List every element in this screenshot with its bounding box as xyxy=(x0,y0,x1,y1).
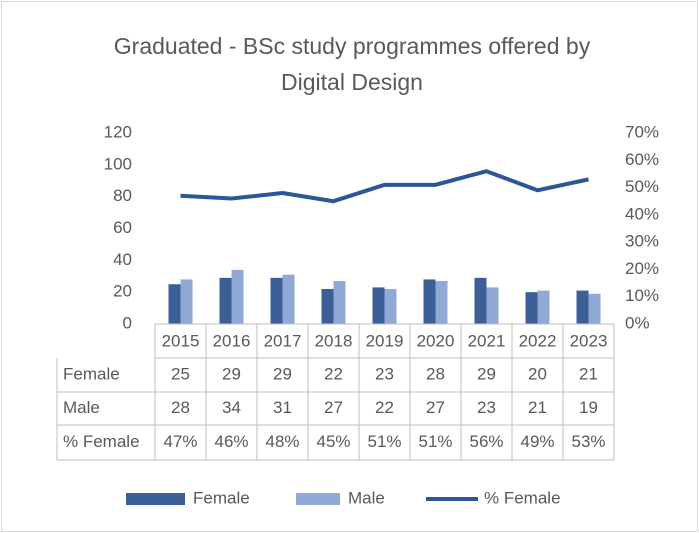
x-tick-label: 2021 xyxy=(468,331,506,350)
table-cell: 51% xyxy=(418,432,452,451)
legend-label: Male xyxy=(348,488,385,507)
table-cell: 21 xyxy=(579,364,598,383)
bar xyxy=(384,288,397,324)
table-cell: 31 xyxy=(273,398,292,417)
x-tick-label: 2019 xyxy=(366,331,404,350)
x-tick-label: 2016 xyxy=(213,331,251,350)
table-cell: 28 xyxy=(171,398,190,417)
legend-label: Female xyxy=(193,488,250,507)
x-tick-label: 2023 xyxy=(570,331,608,350)
bar xyxy=(282,274,295,324)
table-cell: 29 xyxy=(222,364,241,383)
bar xyxy=(474,277,487,324)
y-tick-label: 60 xyxy=(113,218,132,237)
y2-tick-label: 0% xyxy=(625,313,650,332)
table-cell: 20 xyxy=(528,364,547,383)
table-cell: 22 xyxy=(324,364,343,383)
bar xyxy=(372,287,385,324)
y2-tick-label: 70% xyxy=(625,122,659,141)
table-cell: 34 xyxy=(222,398,241,417)
bar xyxy=(435,281,448,324)
bar xyxy=(270,277,283,324)
table-cell: 48% xyxy=(265,432,299,451)
y2-tick-label: 50% xyxy=(625,177,659,196)
bar xyxy=(525,292,538,324)
legend-swatch xyxy=(296,493,340,505)
y-tick-label: 120 xyxy=(104,122,132,141)
table-cell: 27 xyxy=(324,398,343,417)
table-cell: 45% xyxy=(316,432,350,451)
bar xyxy=(180,279,193,324)
table-cell: 51% xyxy=(367,432,401,451)
bar xyxy=(486,287,499,324)
y-tick-label: 100 xyxy=(104,154,132,173)
x-tick-label: 2020 xyxy=(417,331,455,350)
table-cell: 49% xyxy=(520,432,554,451)
y2-tick-label: 60% xyxy=(625,150,659,169)
y-tick-label: 20 xyxy=(113,282,132,301)
chart-title: Graduated - BSc study programmes offered… xyxy=(113,33,591,95)
y-tick-label: 40 xyxy=(113,250,132,269)
table-cell: 23 xyxy=(375,364,394,383)
y2-tick-label: 20% xyxy=(625,259,659,278)
line xyxy=(180,169,589,204)
bar xyxy=(321,288,334,324)
y2-tick-label: 30% xyxy=(625,232,659,251)
table-cell: 46% xyxy=(214,432,248,451)
table-cell: 47% xyxy=(163,432,197,451)
table-cell: 23 xyxy=(477,398,496,417)
table-cell: 22 xyxy=(375,398,394,417)
bar xyxy=(168,284,181,324)
bar xyxy=(537,290,550,324)
bar xyxy=(423,279,436,324)
legend-swatch xyxy=(126,493,185,505)
bar xyxy=(333,281,346,324)
x-tick-label: 2022 xyxy=(519,331,557,350)
table-cell: 29 xyxy=(477,364,496,383)
table-row-label: % Female xyxy=(63,432,140,451)
table-cell: 19 xyxy=(579,398,598,417)
table-cell: 29 xyxy=(273,364,292,383)
bar xyxy=(219,277,232,324)
y-tick-label: 80 xyxy=(113,186,132,205)
y2-tick-label: 40% xyxy=(625,204,659,223)
table-cell: 25 xyxy=(171,364,190,383)
x-tick-label: 2015 xyxy=(162,331,200,350)
x-tick-label: 2018 xyxy=(315,331,353,350)
table-cell: 27 xyxy=(426,398,445,417)
y-tick-label: 0 xyxy=(123,313,132,332)
bar xyxy=(576,290,589,324)
table-cell: 56% xyxy=(469,432,503,451)
x-tick-label: 2017 xyxy=(264,331,302,350)
legend-label: % Female xyxy=(484,488,561,507)
table-row-label: Female xyxy=(63,364,120,383)
table-cell: 28 xyxy=(426,364,445,383)
table-cell: 53% xyxy=(571,432,605,451)
table-cell: 21 xyxy=(528,398,547,417)
bar xyxy=(588,293,601,324)
bar xyxy=(231,269,244,324)
y2-tick-label: 10% xyxy=(625,286,659,305)
table-row-label: Male xyxy=(63,398,100,417)
